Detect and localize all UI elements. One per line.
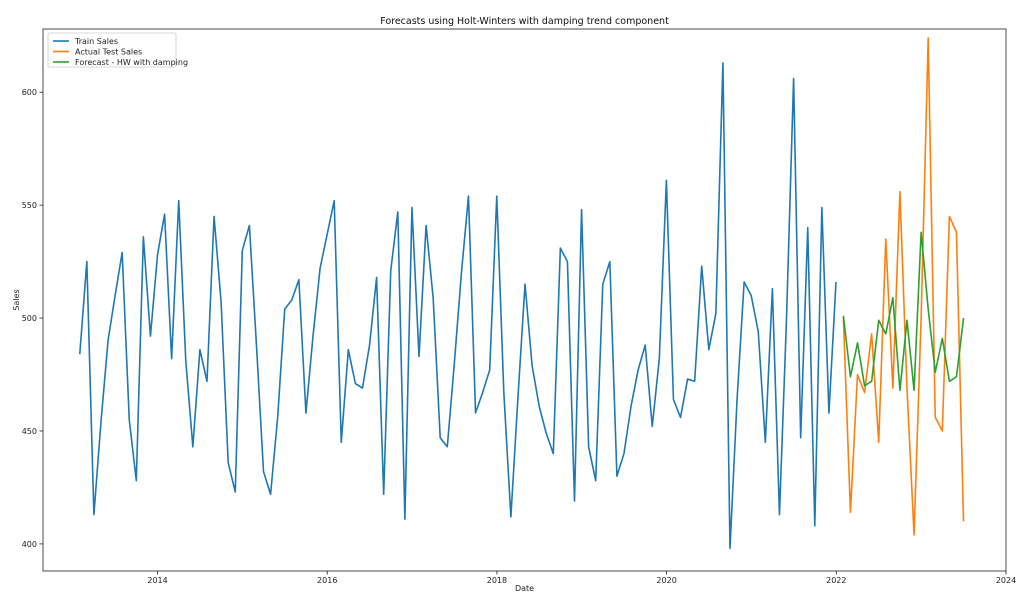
y-tick-label: 400 <box>22 540 37 549</box>
plot-frame <box>42 28 1007 572</box>
legend-box <box>47 32 177 68</box>
plot-area: 2014 2016 2018 2020 2022 2024 400 450 500 550 600 <box>22 28 1016 585</box>
y-tick-label: 500 <box>22 314 37 323</box>
legend-label-test: Actual Test Sales <box>75 48 142 57</box>
x-tick-label: 2016 <box>317 576 337 585</box>
y-tick-label: 450 <box>22 427 37 436</box>
legend-label-forecast: Forecast - HW with damping <box>75 58 188 67</box>
y-tick-label: 600 <box>22 88 37 97</box>
chart-title: Forecasts using Holt-Winters with dampin… <box>380 16 669 27</box>
series-line-test <box>842 37 965 536</box>
x-axis-label: Date <box>515 584 534 593</box>
series-line-forecast <box>842 231 965 392</box>
x-tick-label: 2020 <box>656 576 676 585</box>
series-line-train <box>78 62 837 550</box>
x-tick-label: 2024 <box>996 576 1016 585</box>
x-tick-label: 2022 <box>826 576 846 585</box>
y-tick-label: 550 <box>22 201 37 210</box>
x-tick-label: 2014 <box>147 576 167 585</box>
y-axis-label: Sales <box>12 289 21 310</box>
x-tick-label: 2018 <box>487 576 507 585</box>
legend-label-train: Train Sales <box>74 37 118 46</box>
